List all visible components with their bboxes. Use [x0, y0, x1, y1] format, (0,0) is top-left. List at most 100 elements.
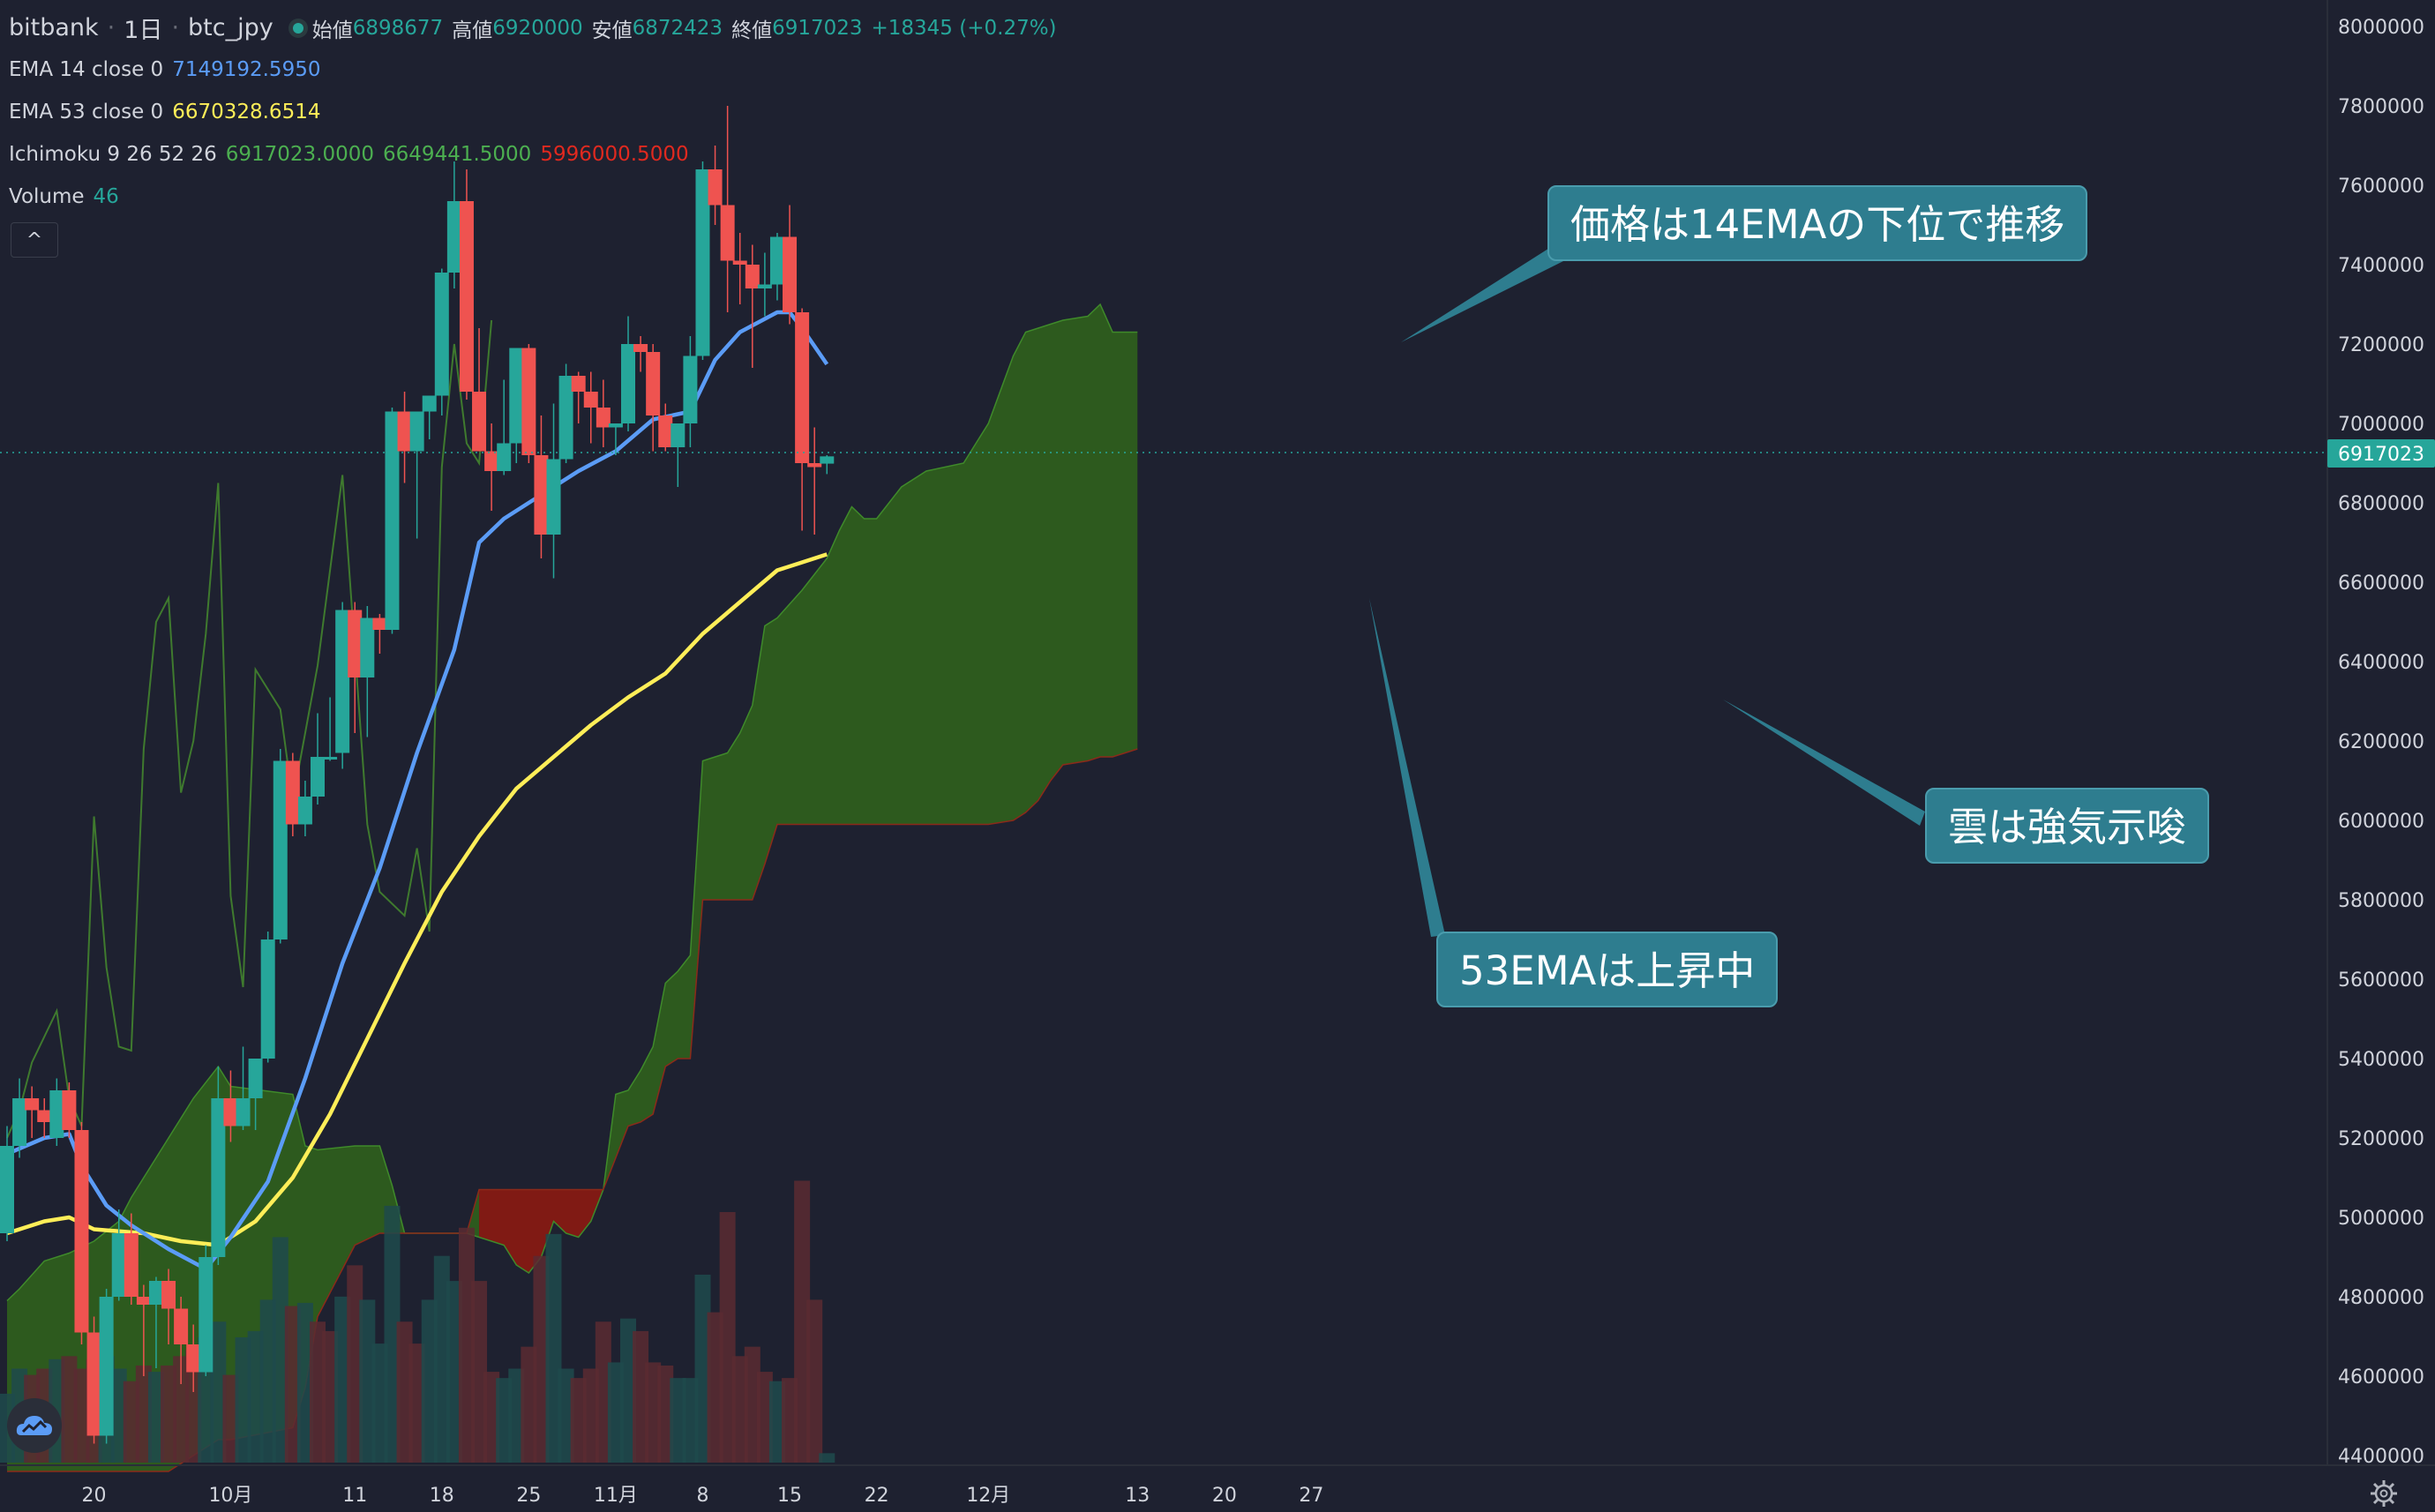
ema14-legend[interactable]: EMA 14 close 0 7149192.5950: [9, 58, 329, 81]
candle-body: [732, 260, 747, 265]
price-tick-label: 6800000: [2338, 493, 2424, 515]
interval[interactable]: 1日: [124, 17, 163, 44]
ichimoku-label: Ichimoku 9 26 52 26: [9, 143, 217, 166]
volume-bar: [533, 1255, 550, 1463]
candle-body: [186, 1344, 201, 1373]
symbol-name[interactable]: btc_jpy: [188, 14, 273, 41]
exchange-name[interactable]: bitbank: [9, 14, 99, 41]
callout-ema14: 価格は14EMAの下位で推移: [1547, 185, 2088, 261]
volume-bar: [322, 1330, 339, 1463]
candle-body: [484, 451, 499, 471]
candle-body: [372, 618, 387, 630]
candle-body: [583, 392, 598, 408]
ema14-label: EMA 14 close 0: [9, 58, 164, 81]
candle-body: [199, 1257, 214, 1373]
time-tick-label: 10月: [208, 1485, 252, 1507]
candle-body: [223, 1098, 238, 1127]
price-tick-label: 5600000: [2338, 969, 2424, 992]
change-value: +18345 (+0.27%): [871, 16, 1057, 40]
lagging-span-line: [6, 319, 493, 1139]
ichimoku-legend[interactable]: Ichimoku 9 26 52 26 6917023.0000 6649441…: [9, 143, 698, 166]
candle-body: [509, 348, 524, 444]
candle-body: [248, 1059, 263, 1098]
volume-bar: [768, 1381, 785, 1463]
price-tick-label: 5400000: [2338, 1049, 2424, 1071]
volume-bar: [645, 1362, 662, 1463]
lagging-span: [6, 319, 493, 1139]
time-tick-label: 25: [516, 1485, 541, 1507]
time-tick-label: 8: [696, 1485, 708, 1507]
candle-body: [708, 169, 723, 206]
volume-bar: [694, 1275, 711, 1463]
last-price-value: 6917023: [2338, 444, 2424, 466]
volume-bar: [545, 1233, 562, 1463]
candle-body: [62, 1090, 77, 1130]
price-tick-label: 7200000: [2338, 334, 2424, 356]
price-axis[interactable]: 8200000800000078000007600000740000072000…: [2338, 0, 2424, 1512]
candle-body: [0, 1146, 14, 1233]
volume-bar: [446, 1281, 462, 1463]
candle-body: [86, 1332, 101, 1436]
price-tick-label: 6600000: [2338, 573, 2424, 595]
candlesticks: [0, 106, 835, 1444]
candle-body: [695, 169, 710, 356]
candle-body: [409, 411, 424, 452]
volume-bar: [259, 1299, 276, 1463]
price-tick-label: 4800000: [2338, 1287, 2424, 1309]
price-tick-label: 7000000: [2338, 414, 2424, 436]
candle-body: [385, 411, 400, 630]
collapse-legend-button[interactable]: ^: [11, 222, 58, 258]
symbol-header: bitbank · 1日 · btc_jpy 始値 6898677 高値 69200…: [9, 11, 1066, 45]
callout-cloud-text: 雲は強気示唆: [1948, 804, 2187, 850]
cloud-bull-segment: [603, 304, 1138, 1190]
ema53-line: [6, 552, 828, 1247]
time-tick-label: 11月: [594, 1485, 638, 1507]
time-tick-label: 11: [342, 1485, 367, 1507]
volume-bar: [719, 1212, 736, 1463]
candle-body: [397, 411, 412, 452]
high-label: 高値: [452, 19, 493, 42]
volume-bar: [458, 1227, 475, 1463]
price-tick-label: 6200000: [2338, 731, 2424, 753]
ichimoku-value-2: 6649441.5000: [383, 143, 532, 166]
candle-body: [783, 236, 798, 312]
callout-ema53-text: 53EMAは上昇中: [1459, 947, 1756, 994]
candle-body: [111, 1233, 126, 1297]
tradingview-logo[interactable]: [7, 1398, 62, 1453]
volume-legend[interactable]: Volume 46: [9, 185, 128, 208]
volume-bar: [794, 1180, 811, 1463]
ema53-legend[interactable]: EMA 53 close 0 6670328.6514: [9, 101, 329, 124]
volume-bar: [657, 1365, 674, 1463]
time-axis[interactable]: 20 10月 11 18 25 11月 8 15 22 12月 13 20 27: [82, 1485, 1324, 1507]
open-label: 始値: [311, 19, 353, 42]
volume-bar: [396, 1321, 413, 1463]
volume-bar: [471, 1281, 488, 1463]
volume-bar: [135, 1365, 152, 1463]
last-price-tag: 6917023: [2327, 439, 2435, 468]
price-tick-label: 6000000: [2338, 811, 2424, 833]
volume-bar: [173, 1356, 190, 1463]
price-tick-label: 6400000: [2338, 652, 2424, 674]
candle-body: [285, 760, 300, 825]
candle-body: [757, 284, 772, 288]
price-tick-label: 8000000: [2338, 17, 2424, 39]
time-tick-label: 20: [1212, 1485, 1237, 1507]
volume-bar: [756, 1372, 773, 1463]
volume-bar: [620, 1318, 636, 1463]
volume-bar: [123, 1381, 139, 1463]
volume-bar: [384, 1205, 401, 1463]
volume-bar: [222, 1374, 239, 1463]
volume-bar: [110, 1368, 127, 1463]
volume-bar: [284, 1306, 301, 1463]
volume-bar: [235, 1337, 251, 1463]
candle-body: [422, 395, 437, 412]
close-value: 6917023: [772, 16, 863, 40]
ema53-label: EMA 53 close 0: [9, 101, 164, 124]
candle-body: [273, 760, 288, 939]
volume-bar: [731, 1356, 748, 1463]
callout-ema53: 53EMAは上昇中: [1436, 932, 1779, 1007]
candle-body: [558, 376, 573, 460]
gear-icon[interactable]: [2369, 1478, 2399, 1508]
price-tick-label: 7400000: [2338, 255, 2424, 277]
volume-bar: [433, 1255, 450, 1463]
